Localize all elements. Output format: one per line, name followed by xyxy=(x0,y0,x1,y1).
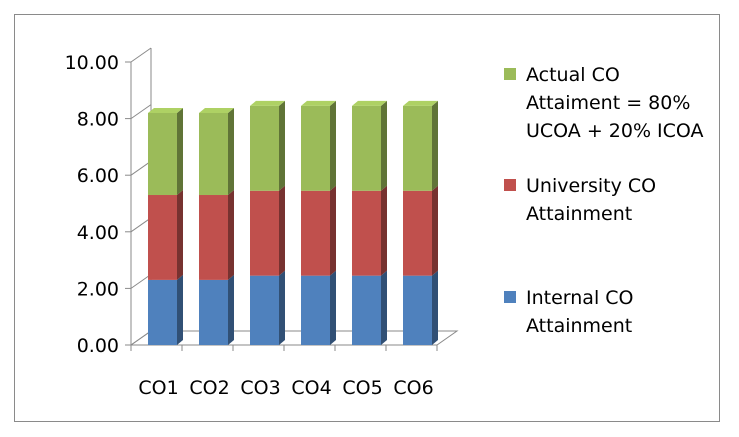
x-tick-label: CO1 xyxy=(138,377,178,399)
bar-face xyxy=(301,105,330,191)
bar-face xyxy=(250,105,279,191)
chart-bars xyxy=(148,100,438,345)
y-tick-depth xyxy=(130,47,152,63)
bar-segment-co5-2 xyxy=(352,185,387,276)
bar-side xyxy=(279,100,285,191)
bar-segment-co3-2 xyxy=(250,185,285,276)
bar-side xyxy=(381,270,387,345)
bar-top xyxy=(199,107,234,113)
x-tick-label: CO5 xyxy=(342,377,382,399)
legend-label: UCOA + 20% ICOA xyxy=(526,120,704,142)
x-tick-label: CO2 xyxy=(189,377,229,399)
y-tick-label: 8.00 xyxy=(77,109,119,131)
y-tick-depth xyxy=(130,217,152,233)
legend-label: University CO xyxy=(526,175,656,197)
bar-segment-co3-1 xyxy=(250,270,285,345)
bar-face xyxy=(301,190,330,276)
bar-side xyxy=(432,100,438,191)
bar-top xyxy=(148,107,183,113)
legend-entry-2: University CO Attainment xyxy=(504,175,656,225)
bar-segment-co2-2 xyxy=(199,190,234,280)
bar-side xyxy=(330,100,336,191)
y-tick-depth xyxy=(130,330,152,346)
bar-face xyxy=(250,275,279,345)
bar-side xyxy=(177,190,183,280)
legend-swatch xyxy=(504,68,516,80)
y-tick-label: 0.00 xyxy=(77,335,119,357)
bar-side xyxy=(279,185,285,276)
x-tick-label: CO3 xyxy=(240,377,280,399)
bar-face xyxy=(403,105,432,191)
bar-segment-co1-3 xyxy=(148,107,183,196)
bar-side xyxy=(228,274,234,345)
y-tick-label: 6.00 xyxy=(77,165,119,187)
legend-swatch xyxy=(504,291,516,303)
chart-legend: Actual CO Attaiment = 80% UCOA + 20% ICOA U… xyxy=(504,64,704,337)
bar-side xyxy=(330,185,336,276)
bar-face xyxy=(403,190,432,276)
bar-segment-co2-3 xyxy=(199,107,234,196)
x-tick-label: CO4 xyxy=(291,377,331,399)
bar-segment-co6-1 xyxy=(403,270,438,345)
bar-side xyxy=(432,270,438,345)
bar-side xyxy=(177,107,183,196)
bar-face xyxy=(148,112,177,196)
legend-entry-3: Internal CO Attainment xyxy=(504,287,634,337)
legend-label: Attaiment = 80% xyxy=(526,92,690,114)
bar-face xyxy=(199,195,228,280)
bar-face xyxy=(199,279,228,345)
y-tick-depth xyxy=(130,104,152,120)
y-tick-label: 4.00 xyxy=(77,222,119,244)
bar-segment-co5-1 xyxy=(352,270,387,345)
bar-top xyxy=(352,100,387,106)
bar-side xyxy=(228,107,234,196)
bar-side xyxy=(381,185,387,276)
bar-side xyxy=(330,270,336,345)
bar-side xyxy=(177,274,183,345)
y-tick-depth xyxy=(130,160,152,176)
bar-segment-co4-1 xyxy=(301,270,336,345)
bar-face xyxy=(199,112,228,196)
bar-side xyxy=(432,185,438,276)
bar-face xyxy=(148,279,177,345)
bar-side xyxy=(279,270,285,345)
y-tick-label: 2.00 xyxy=(77,278,119,300)
bar-segment-co3-3 xyxy=(250,100,285,191)
bar-top xyxy=(301,100,336,106)
bar-face xyxy=(250,190,279,276)
bar-segment-co2-1 xyxy=(199,274,234,345)
bar-segment-co6-3 xyxy=(403,100,438,191)
bar-top xyxy=(403,100,438,106)
bar-side xyxy=(228,190,234,280)
bar-face xyxy=(352,275,381,345)
bar-segment-co1-1 xyxy=(148,274,183,345)
legend-label: Internal CO xyxy=(526,287,634,309)
legend-swatch xyxy=(504,179,516,191)
bar-side xyxy=(381,100,387,191)
bar-face xyxy=(352,105,381,191)
bar-segment-co4-3 xyxy=(301,100,336,191)
legend-label: Attainment xyxy=(526,315,632,337)
y-tick-depth xyxy=(130,273,152,289)
x-tick-label: CO6 xyxy=(393,377,433,399)
bar-top xyxy=(250,100,285,106)
bar-face xyxy=(148,195,177,280)
legend-label: Actual CO xyxy=(526,64,620,86)
bar-segment-co6-2 xyxy=(403,185,438,276)
bar-face xyxy=(301,275,330,345)
legend-label: Attainment xyxy=(526,203,632,225)
bar-face xyxy=(403,275,432,345)
bar-face xyxy=(352,190,381,276)
bar-segment-co4-2 xyxy=(301,185,336,276)
bar-segment-co5-3 xyxy=(352,100,387,191)
y-tick-label: 10.00 xyxy=(65,52,119,74)
bar-segment-co1-2 xyxy=(148,190,183,280)
legend-entry-1: Actual CO Attaiment = 80% UCOA + 20% ICOA xyxy=(504,64,704,142)
